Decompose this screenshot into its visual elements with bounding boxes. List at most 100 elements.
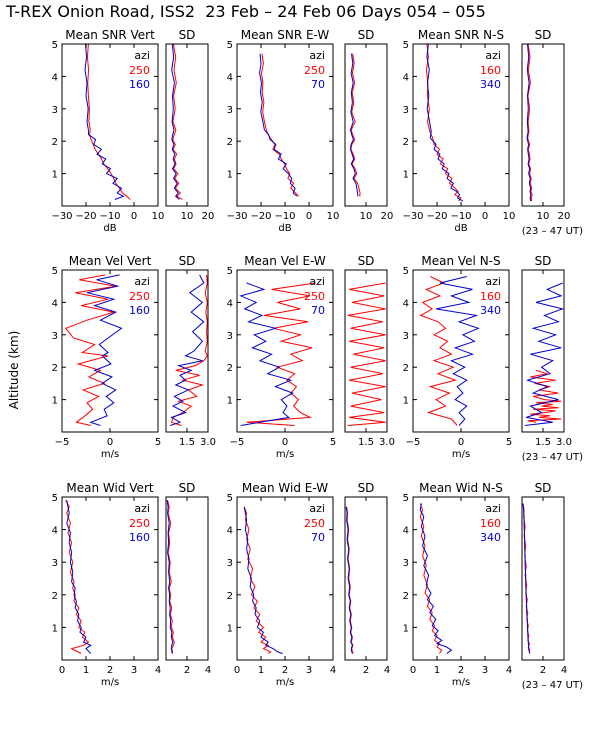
time-range-label: (23 – 47 UT): [522, 452, 583, 463]
plot-frame: [344, 269, 388, 433]
x-tick-label: 3: [131, 665, 137, 676]
legend-header: azi: [485, 49, 501, 62]
x-tick-label: 0: [458, 437, 464, 448]
series-line-250: [246, 282, 316, 426]
x-tick-label: 0: [282, 437, 288, 448]
series-line-340: [419, 503, 453, 654]
series-line-250: [167, 500, 175, 654]
y-tick-label: 3: [52, 558, 58, 569]
y-tick-label: 3: [403, 331, 409, 342]
y-tick-label: 1: [403, 623, 409, 634]
legend-entry: 250: [304, 64, 325, 77]
legend-entry: 340: [480, 531, 501, 544]
x-axis-label: m/s: [276, 449, 294, 460]
x-tick-label: 4: [205, 665, 211, 676]
figure-title: T-REX Onion Road, ISS2 23 Feb – 24 Feb 0…: [5, 2, 486, 21]
x-tick-label: −20: [426, 211, 447, 222]
x-tick-label: −30: [51, 211, 72, 222]
panel-title: Mean SNR N-S: [418, 28, 504, 42]
x-tick-label: 10: [152, 211, 165, 222]
x-tick-label: 10: [537, 211, 550, 222]
y-tick-label: 1: [52, 170, 58, 181]
series-line-70: [243, 506, 283, 654]
series-line-70: [239, 282, 294, 426]
y-tick-label: 4: [52, 298, 58, 309]
panel-title: Mean SNR E-W: [241, 28, 330, 42]
x-axis-label: m/s: [101, 449, 119, 460]
x-tick-label: 10: [181, 211, 194, 222]
x-tick-label: 1.5: [535, 437, 551, 448]
series-line-340: [435, 276, 480, 426]
legend-entry: 160: [480, 290, 501, 303]
y-tick-label: 3: [227, 331, 233, 342]
x-axis-label: m/s: [101, 677, 119, 688]
x-tick-label: 5: [155, 437, 161, 448]
panel-title: SD: [179, 28, 196, 42]
series-line-250: [243, 506, 272, 654]
series-line-160: [527, 44, 533, 202]
y-tick-label: 1: [403, 396, 409, 407]
panel-1-5: SD 1.5 3.0 (23 – 47 UT): [521, 254, 583, 463]
x-axis-label: dB: [278, 223, 291, 234]
x-axis-label: dB: [454, 223, 467, 234]
x-tick-label: 1: [83, 665, 89, 676]
x-tick-label: 20: [381, 211, 394, 222]
x-tick-label: 0: [410, 665, 416, 676]
x-tick-label: 2: [282, 665, 288, 676]
series-line-340: [426, 44, 464, 202]
legend-header: azi: [134, 502, 150, 515]
x-tick-label: 3.0: [379, 437, 395, 448]
legend-header: azi: [134, 275, 150, 288]
panel-title: Mean Vel N-S: [421, 254, 500, 268]
x-axis-label: m/s: [452, 449, 470, 460]
x-tick-label: −30: [226, 211, 247, 222]
y-tick-label: 3: [403, 105, 409, 116]
x-tick-label: 2: [458, 665, 464, 676]
series-line-160: [66, 500, 92, 654]
x-tick-label: −5: [406, 437, 421, 448]
series-line-160: [419, 276, 458, 426]
panel-title: SD: [179, 481, 196, 495]
x-tick-label: 0: [482, 211, 488, 222]
legend-entry: 160: [129, 304, 150, 317]
x-tick-label: 20: [202, 211, 215, 222]
x-tick-label: 0: [306, 211, 312, 222]
panel-2-1: SD 2 4: [165, 481, 211, 676]
x-axis-label: m/s: [452, 677, 470, 688]
y-axis-label: Altitude (km): [7, 331, 21, 410]
legend-entry: 160: [480, 64, 501, 77]
x-tick-label: 0: [131, 211, 137, 222]
legend-entry: 250: [129, 517, 150, 530]
legend-entry: 160: [480, 517, 501, 530]
y-tick-label: 5: [227, 493, 233, 504]
x-axis-label: m/s: [276, 677, 294, 688]
series-line-160: [166, 500, 174, 654]
y-tick-label: 1: [52, 623, 58, 634]
y-tick-label: 1: [227, 623, 233, 634]
panel-title: SD: [535, 28, 552, 42]
legend-header: azi: [309, 49, 325, 62]
x-tick-label: 4: [155, 665, 161, 676]
series-line-160: [84, 44, 125, 200]
panel-0-5: SD 10 20 (23 – 47 UT): [521, 28, 583, 237]
x-tick-label: 20: [558, 211, 571, 222]
series-line-250: [170, 274, 208, 426]
time-range-label: (23 – 47 UT): [522, 226, 583, 237]
y-tick-label: 2: [403, 137, 409, 148]
x-tick-label: 3.0: [556, 437, 572, 448]
legend-entry: 250: [304, 290, 325, 303]
y-tick-label: 1: [403, 170, 409, 181]
y-tick-label: 2: [52, 591, 58, 602]
x-tick-label: −20: [250, 211, 271, 222]
series-line-250: [350, 53, 361, 197]
x-tick-label: 0: [234, 665, 240, 676]
x-tick-label: 4: [506, 665, 512, 676]
legend-entry: 340: [480, 304, 501, 317]
y-tick-label: 5: [52, 493, 58, 504]
series-line-160: [171, 44, 180, 200]
y-tick-label: 5: [52, 266, 58, 277]
